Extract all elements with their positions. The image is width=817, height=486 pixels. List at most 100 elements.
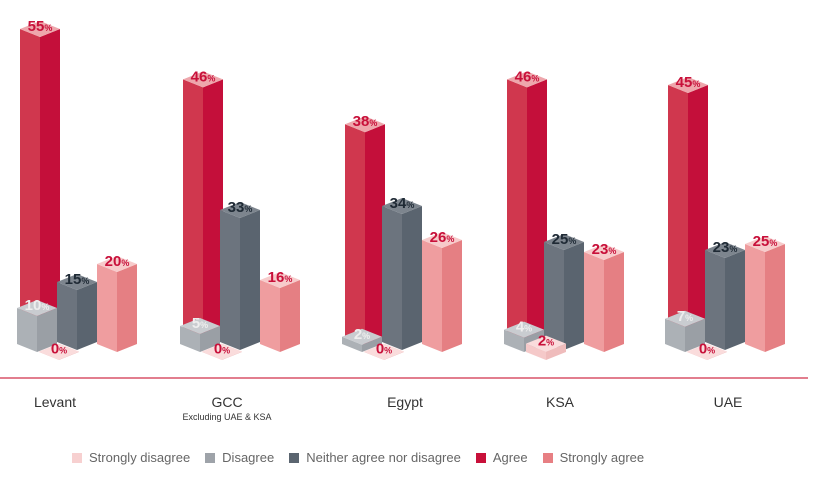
bar-face-top (220, 202, 260, 218)
data-label: 26% (430, 229, 455, 246)
category-sublabel-gcc: Excluding UAE & KSA (182, 412, 272, 422)
category-label-ksa: KSA (545, 394, 574, 410)
bar-face-top (97, 256, 137, 272)
bar-face-top (665, 310, 705, 327)
bar-face-top (422, 232, 462, 248)
bar-face-top (584, 244, 624, 260)
bar-face-right (685, 318, 705, 352)
bar-agree-ksa: 46% (507, 68, 547, 346)
legend-label: Strongly disagree (89, 450, 191, 465)
bar-face-right (280, 280, 300, 352)
bar-face-top (687, 343, 727, 360)
bar-face-right (200, 326, 220, 352)
category-label-levant: Levant (33, 394, 77, 410)
bar-face-top (507, 71, 547, 88)
bar-agree-levant: 55% (20, 18, 60, 345)
bar-face-top (183, 71, 223, 88)
data-label: 23% (713, 239, 738, 256)
legend-item-disagree: Disagree (205, 450, 274, 465)
bar-agree-gcc: 46% (183, 68, 223, 346)
bar-face-top (345, 116, 385, 133)
bar-agree-uae: 45% (668, 74, 708, 345)
legend-label: Neither agree nor disagree (306, 450, 461, 465)
legend-label: Agree (492, 450, 528, 465)
bar-face-left (97, 264, 117, 352)
bar-face-left (687, 351, 707, 360)
data-label: 25% (753, 233, 778, 250)
category-label-uae: UAE (713, 394, 743, 410)
bar-face-right (384, 351, 404, 360)
data-label: 2% (354, 326, 370, 343)
bar-strongly-disagree-levant: 0% (39, 341, 79, 360)
bar-face-left (526, 343, 546, 360)
bar-face-right (402, 206, 422, 350)
bar-face-right (604, 252, 624, 352)
data-label: 0% (51, 341, 67, 358)
bar-face-left (665, 318, 685, 352)
legend-swatch (205, 452, 216, 463)
bar-face-left (260, 280, 280, 352)
bar-face-top (382, 198, 422, 214)
bar-face-top (364, 343, 404, 360)
data-label: 33% (228, 199, 253, 216)
bar-face-top (544, 234, 584, 250)
bar-face-right (527, 79, 547, 346)
bar-face-left (668, 85, 688, 345)
bar-neither-ksa: 25% (544, 231, 584, 350)
data-label: 38% (353, 113, 378, 130)
bar-face-top (20, 21, 60, 37)
bar-face-right (240, 210, 260, 350)
legend-swatch (289, 452, 300, 463)
bar-face-right (707, 351, 727, 360)
legend-swatch (72, 452, 82, 463)
bar-face-left (39, 351, 59, 360)
bar-face-top (668, 77, 708, 93)
category-label-egypt: Egypt (387, 394, 423, 410)
bar-face-top (526, 335, 566, 352)
data-label: 5% (192, 315, 208, 332)
bar-face-right (362, 336, 382, 352)
data-label: 25% (552, 231, 577, 248)
bar-neither-levant: 15% (57, 271, 97, 350)
bar-strongly-disagree-ksa: 2% (526, 333, 566, 360)
category-label-gcc: GCC (211, 394, 243, 410)
bar-neither-uae: 23% (705, 239, 745, 350)
bar-face-left (584, 252, 604, 352)
bar-disagree-gcc: 5% (180, 315, 220, 352)
bar-face-right (564, 242, 584, 350)
legend-item-neither: Neither agree nor disagree (289, 450, 461, 465)
data-label: 55% (28, 18, 53, 35)
bar-face-right (37, 308, 57, 352)
bar-face-right (40, 29, 60, 345)
legend-item-strongly-disagree: Strongly disagree (72, 450, 190, 465)
bar-strongly-agree-gcc: 16% (260, 269, 300, 352)
data-label: 20% (105, 253, 130, 270)
bar-face-top (705, 242, 745, 258)
bar-strongly-agree-uae: 25% (745, 233, 785, 352)
bar-neither-gcc: 33% (220, 199, 260, 350)
bar-disagree-levant: 10% (17, 297, 57, 352)
bar-face-left (180, 326, 200, 352)
data-label: 45% (676, 74, 701, 91)
bar-face-top (39, 343, 79, 360)
bar-strongly-agree-ksa: 23% (584, 241, 624, 352)
bar-face-left (364, 351, 384, 360)
bar-face-right (77, 282, 97, 350)
legend-swatch (475, 452, 486, 463)
bar-face-right (765, 244, 785, 352)
data-label: 15% (65, 271, 90, 288)
bar-face-right (59, 351, 79, 360)
bar-face-left (705, 250, 725, 350)
legend-item-strongly-agree: Strongly agree (542, 450, 644, 465)
legend: Strongly disagree Disagree Neither agree… (72, 450, 659, 465)
bar-face-left (382, 206, 402, 350)
bar-face-right (365, 124, 385, 345)
bar-face-top (17, 300, 57, 316)
bar-strongly-agree-levant: 20% (97, 253, 137, 352)
bar-face-left (202, 351, 222, 360)
bar-face-top (504, 321, 544, 338)
bar-strongly-disagree-gcc: 0% (202, 341, 242, 360)
bar-face-left (745, 244, 765, 352)
data-label: 2% (538, 333, 554, 350)
bar-face-left (220, 210, 240, 350)
